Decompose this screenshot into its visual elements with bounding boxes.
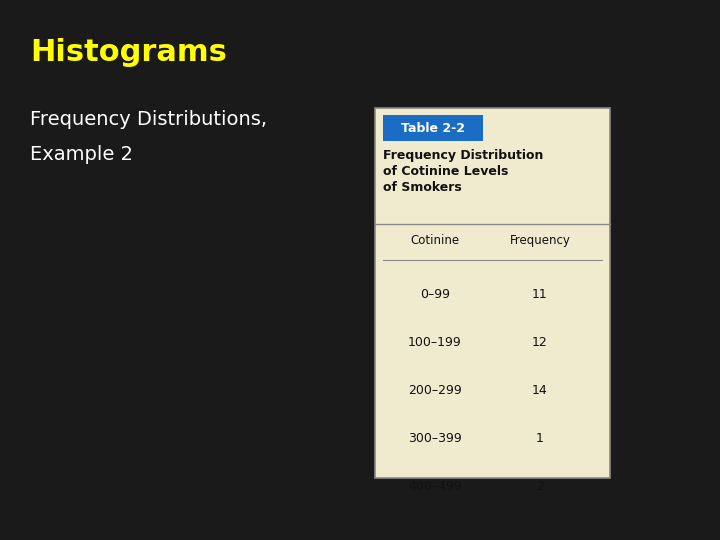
Text: 300–399: 300–399 bbox=[408, 431, 462, 444]
Text: 400–499: 400–499 bbox=[408, 480, 462, 492]
Text: Frequency Distributions,: Frequency Distributions, bbox=[30, 110, 267, 129]
FancyBboxPatch shape bbox=[383, 115, 483, 141]
FancyBboxPatch shape bbox=[375, 108, 610, 478]
Text: 0–99: 0–99 bbox=[420, 287, 450, 300]
Text: 200–299: 200–299 bbox=[408, 383, 462, 396]
Text: Histograms: Histograms bbox=[30, 38, 227, 67]
Text: Table 2-2: Table 2-2 bbox=[401, 122, 465, 134]
Text: Example 2: Example 2 bbox=[30, 145, 133, 164]
Text: Frequency: Frequency bbox=[510, 234, 570, 247]
Text: 14: 14 bbox=[532, 383, 548, 396]
Text: of Smokers: of Smokers bbox=[383, 181, 462, 194]
Text: 2: 2 bbox=[536, 480, 544, 492]
Text: 12: 12 bbox=[532, 335, 548, 348]
Text: 100–199: 100–199 bbox=[408, 335, 462, 348]
Text: 11: 11 bbox=[532, 287, 548, 300]
Text: 1: 1 bbox=[536, 431, 544, 444]
Text: Cotinine: Cotinine bbox=[410, 234, 459, 247]
Text: of Cotinine Levels: of Cotinine Levels bbox=[383, 165, 508, 178]
Text: Frequency Distribution: Frequency Distribution bbox=[383, 149, 544, 162]
